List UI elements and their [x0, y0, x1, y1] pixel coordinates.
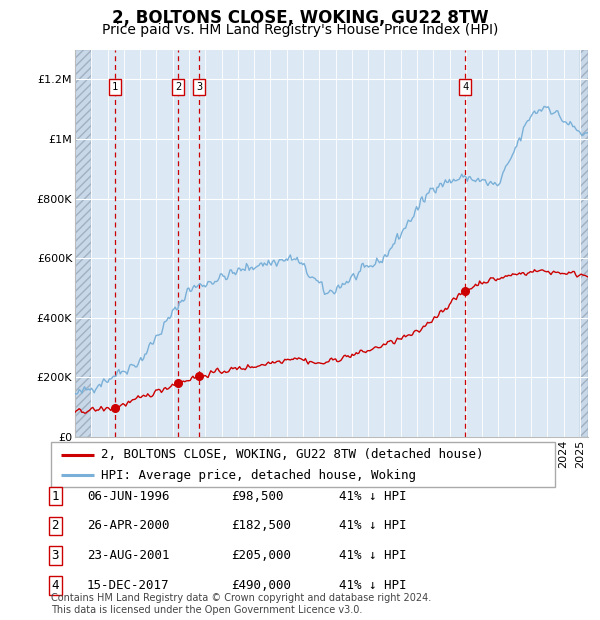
Text: 2: 2	[52, 520, 59, 532]
Text: 41% ↓ HPI: 41% ↓ HPI	[339, 520, 407, 532]
Text: 2: 2	[175, 82, 181, 92]
Text: 4: 4	[52, 579, 59, 591]
Text: 15-DEC-2017: 15-DEC-2017	[87, 579, 170, 591]
Text: 2, BOLTONS CLOSE, WOKING, GU22 8TW (detached house): 2, BOLTONS CLOSE, WOKING, GU22 8TW (deta…	[101, 448, 484, 461]
Text: 23-AUG-2001: 23-AUG-2001	[87, 549, 170, 562]
Text: Price paid vs. HM Land Registry's House Price Index (HPI): Price paid vs. HM Land Registry's House …	[102, 23, 498, 37]
Text: £182,500: £182,500	[231, 520, 291, 532]
Text: Contains HM Land Registry data © Crown copyright and database right 2024.
This d: Contains HM Land Registry data © Crown c…	[51, 593, 431, 615]
Text: 3: 3	[52, 549, 59, 562]
Text: HPI: Average price, detached house, Woking: HPI: Average price, detached house, Woki…	[101, 469, 416, 482]
Text: 41% ↓ HPI: 41% ↓ HPI	[339, 579, 407, 591]
Text: 1: 1	[52, 490, 59, 502]
Text: 4: 4	[462, 82, 469, 92]
Text: 41% ↓ HPI: 41% ↓ HPI	[339, 490, 407, 502]
Bar	[75, 50, 91, 437]
FancyBboxPatch shape	[51, 442, 555, 487]
Text: 1: 1	[112, 82, 118, 92]
Text: £98,500: £98,500	[231, 490, 284, 502]
Text: £205,000: £205,000	[231, 549, 291, 562]
Text: 26-APR-2000: 26-APR-2000	[87, 520, 170, 532]
Bar	[580, 50, 588, 437]
Text: £490,000: £490,000	[231, 579, 291, 591]
Text: 06-JUN-1996: 06-JUN-1996	[87, 490, 170, 502]
Text: 3: 3	[196, 82, 203, 92]
Text: 41% ↓ HPI: 41% ↓ HPI	[339, 549, 407, 562]
Text: 2, BOLTONS CLOSE, WOKING, GU22 8TW: 2, BOLTONS CLOSE, WOKING, GU22 8TW	[112, 9, 488, 27]
